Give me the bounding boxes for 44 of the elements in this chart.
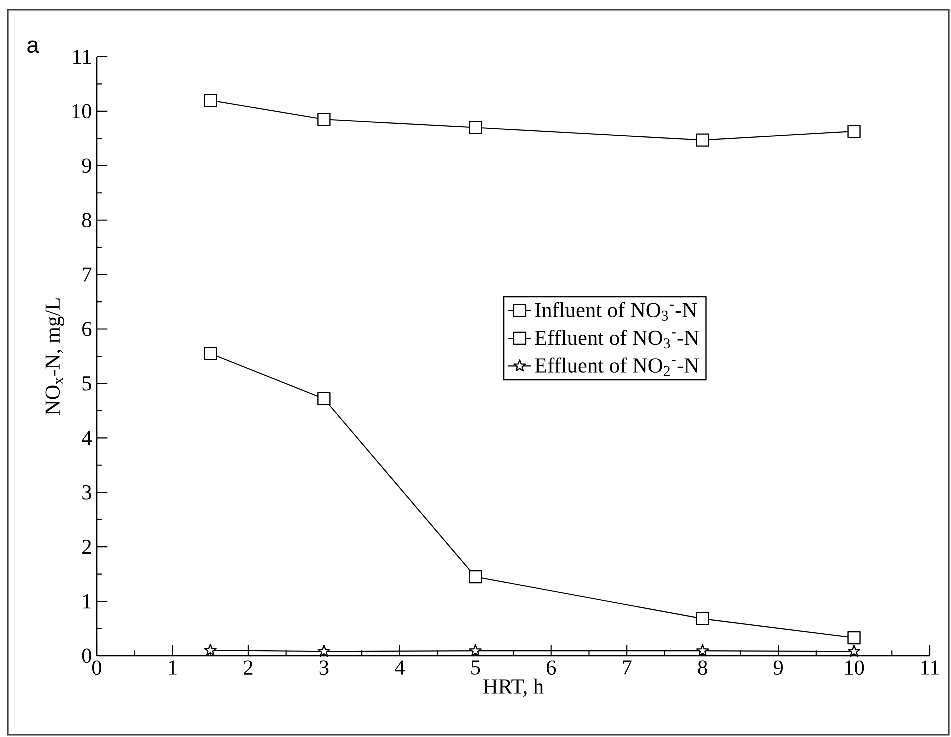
y-tick-label: 11 — [74, 50, 92, 64]
y-axis-title: NO$_{x}$-N, mg/L — [46, 298, 64, 416]
x-tick-label: 8 — [698, 660, 708, 676]
x-tick-label: 6 — [546, 660, 556, 676]
point — [318, 113, 331, 126]
y-tick-label: 3 — [82, 485, 92, 500]
point — [204, 644, 217, 656]
x-tick-label: 5 — [472, 660, 480, 675]
legend-label: Effluent of NO$_{3}$$^{-}$-N — [535, 330, 700, 349]
point — [204, 347, 218, 360]
point — [469, 644, 482, 657]
point — [469, 570, 482, 584]
x-tick-label: 3 — [320, 660, 329, 676]
y-tick-label: 8 — [82, 213, 92, 228]
legend-label: Effluent of NO$_{2}$$^{-}$-N — [535, 358, 700, 376]
x-tick-label: 1 — [169, 660, 177, 675]
point — [848, 631, 861, 645]
point — [469, 121, 482, 134]
point — [204, 94, 218, 108]
y-tick-label: 0 — [82, 648, 92, 664]
y-tick-label: 4 — [82, 431, 92, 446]
x-axis-title: HRT, h — [484, 678, 544, 697]
x-tick-label: 9 — [774, 660, 783, 676]
y-tick-label: 1 — [84, 594, 92, 609]
x-tick-label: 4 — [394, 660, 405, 675]
y-tick-label: 2 — [82, 540, 92, 554]
x-tick-label: 7 — [623, 660, 632, 675]
point — [696, 644, 710, 657]
text: a — [28, 40, 40, 54]
point — [318, 392, 331, 406]
x-tick-label: 2 — [244, 660, 253, 675]
y-tick-label: 9 — [82, 158, 92, 174]
point — [696, 612, 710, 626]
x-tick-label: 11 — [922, 660, 939, 675]
y-tick-label: 6 — [82, 322, 92, 336]
x-tick-label: 10 — [845, 660, 864, 676]
y-tick-label: 10 — [72, 104, 92, 119]
point — [848, 124, 861, 138]
y-tick-label: 7 — [83, 268, 92, 282]
point — [848, 645, 861, 658]
point — [696, 134, 710, 147]
point — [318, 645, 330, 658]
legend-label: Influent of NO$_{3}$$^{-}$-N — [535, 302, 698, 321]
y-tick-label: 5 — [82, 376, 92, 391]
